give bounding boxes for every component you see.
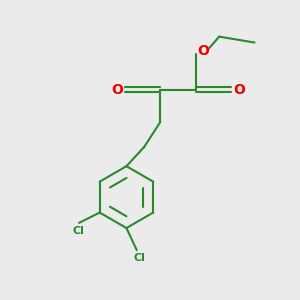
Text: O: O [233,82,245,97]
Text: Cl: Cl [73,226,84,236]
Text: O: O [198,44,209,58]
Text: Cl: Cl [133,254,145,263]
Text: O: O [111,82,123,97]
